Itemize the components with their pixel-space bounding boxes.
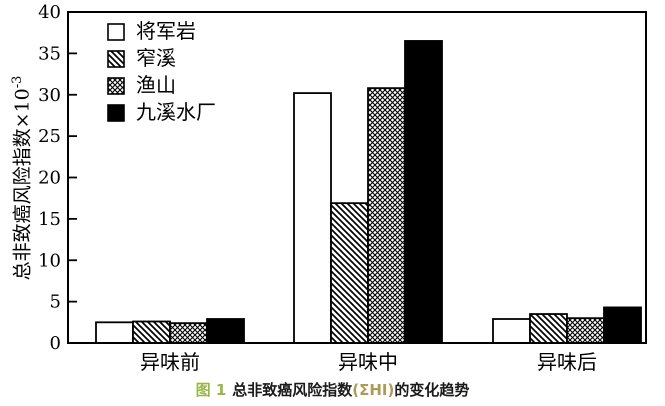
y-tick-label-35: 35 — [38, 43, 61, 64]
y-tick-label-20: 20 — [38, 168, 61, 189]
bar-cross-hatch-group1 — [367, 87, 406, 344]
x-category-label-1: 异味中 — [338, 350, 398, 374]
legend-swatch-diagonal-hatch — [107, 50, 125, 68]
y-tick-label-25: 25 — [38, 126, 61, 147]
bar-cross-hatch-group0 — [169, 322, 208, 344]
caption-title-after: 的变化趋势 — [394, 381, 470, 399]
plot-border — [67, 11, 647, 344]
legend-label-1: 窄溪 — [136, 46, 176, 70]
legend-label-2: 渔山 — [136, 73, 176, 97]
y-axis-title: 总非致癌风险指数×10-3 — [3, 8, 33, 348]
y-axis-title-exponent: -3 — [10, 75, 25, 89]
bar-diagonal-hatch-group1 — [330, 202, 369, 344]
bar-black-fill-group1 — [404, 40, 443, 344]
caption-figure-label: 图 1 — [195, 381, 227, 399]
caption-sigma: (ΣHI) — [352, 381, 395, 399]
bar-white-fill-group2 — [492, 318, 531, 344]
legend-label-0: 将军岩 — [136, 19, 196, 43]
bar-diagonal-hatch-group0 — [132, 320, 171, 344]
x-category-label-0: 异味前 — [140, 350, 200, 374]
bar-white-fill-group0 — [95, 321, 134, 344]
x-category-label-2: 异味后 — [537, 350, 597, 374]
y-tick-label-30: 30 — [38, 85, 61, 106]
y-tick-label-5: 5 — [50, 292, 61, 313]
y-tick-label-40: 40 — [38, 2, 61, 23]
figure-caption: 图 1 总非致癌风险指数(ΣHI)的变化趋势 — [0, 379, 665, 400]
bar-black-fill-group0 — [206, 318, 245, 344]
legend-label-3: 九溪水厂 — [136, 100, 216, 124]
y-tick-label-15: 15 — [38, 209, 61, 230]
bar-black-fill-group2 — [603, 306, 642, 344]
y-tick-label-0: 0 — [50, 333, 61, 354]
y-tick-label-10: 10 — [38, 250, 61, 271]
bar-white-fill-group1 — [293, 92, 332, 344]
bar-cross-hatch-group2 — [566, 317, 605, 344]
y-axis-title-text: 总非致癌风险指数×10 — [11, 88, 34, 281]
legend-swatch-black-fill — [107, 104, 125, 122]
legend-swatch-white-fill — [107, 23, 125, 41]
bar-diagonal-hatch-group2 — [529, 313, 568, 344]
legend-swatch-cross-hatch — [107, 77, 125, 95]
caption-title-before: 总非致癌风险指数 — [232, 381, 353, 399]
